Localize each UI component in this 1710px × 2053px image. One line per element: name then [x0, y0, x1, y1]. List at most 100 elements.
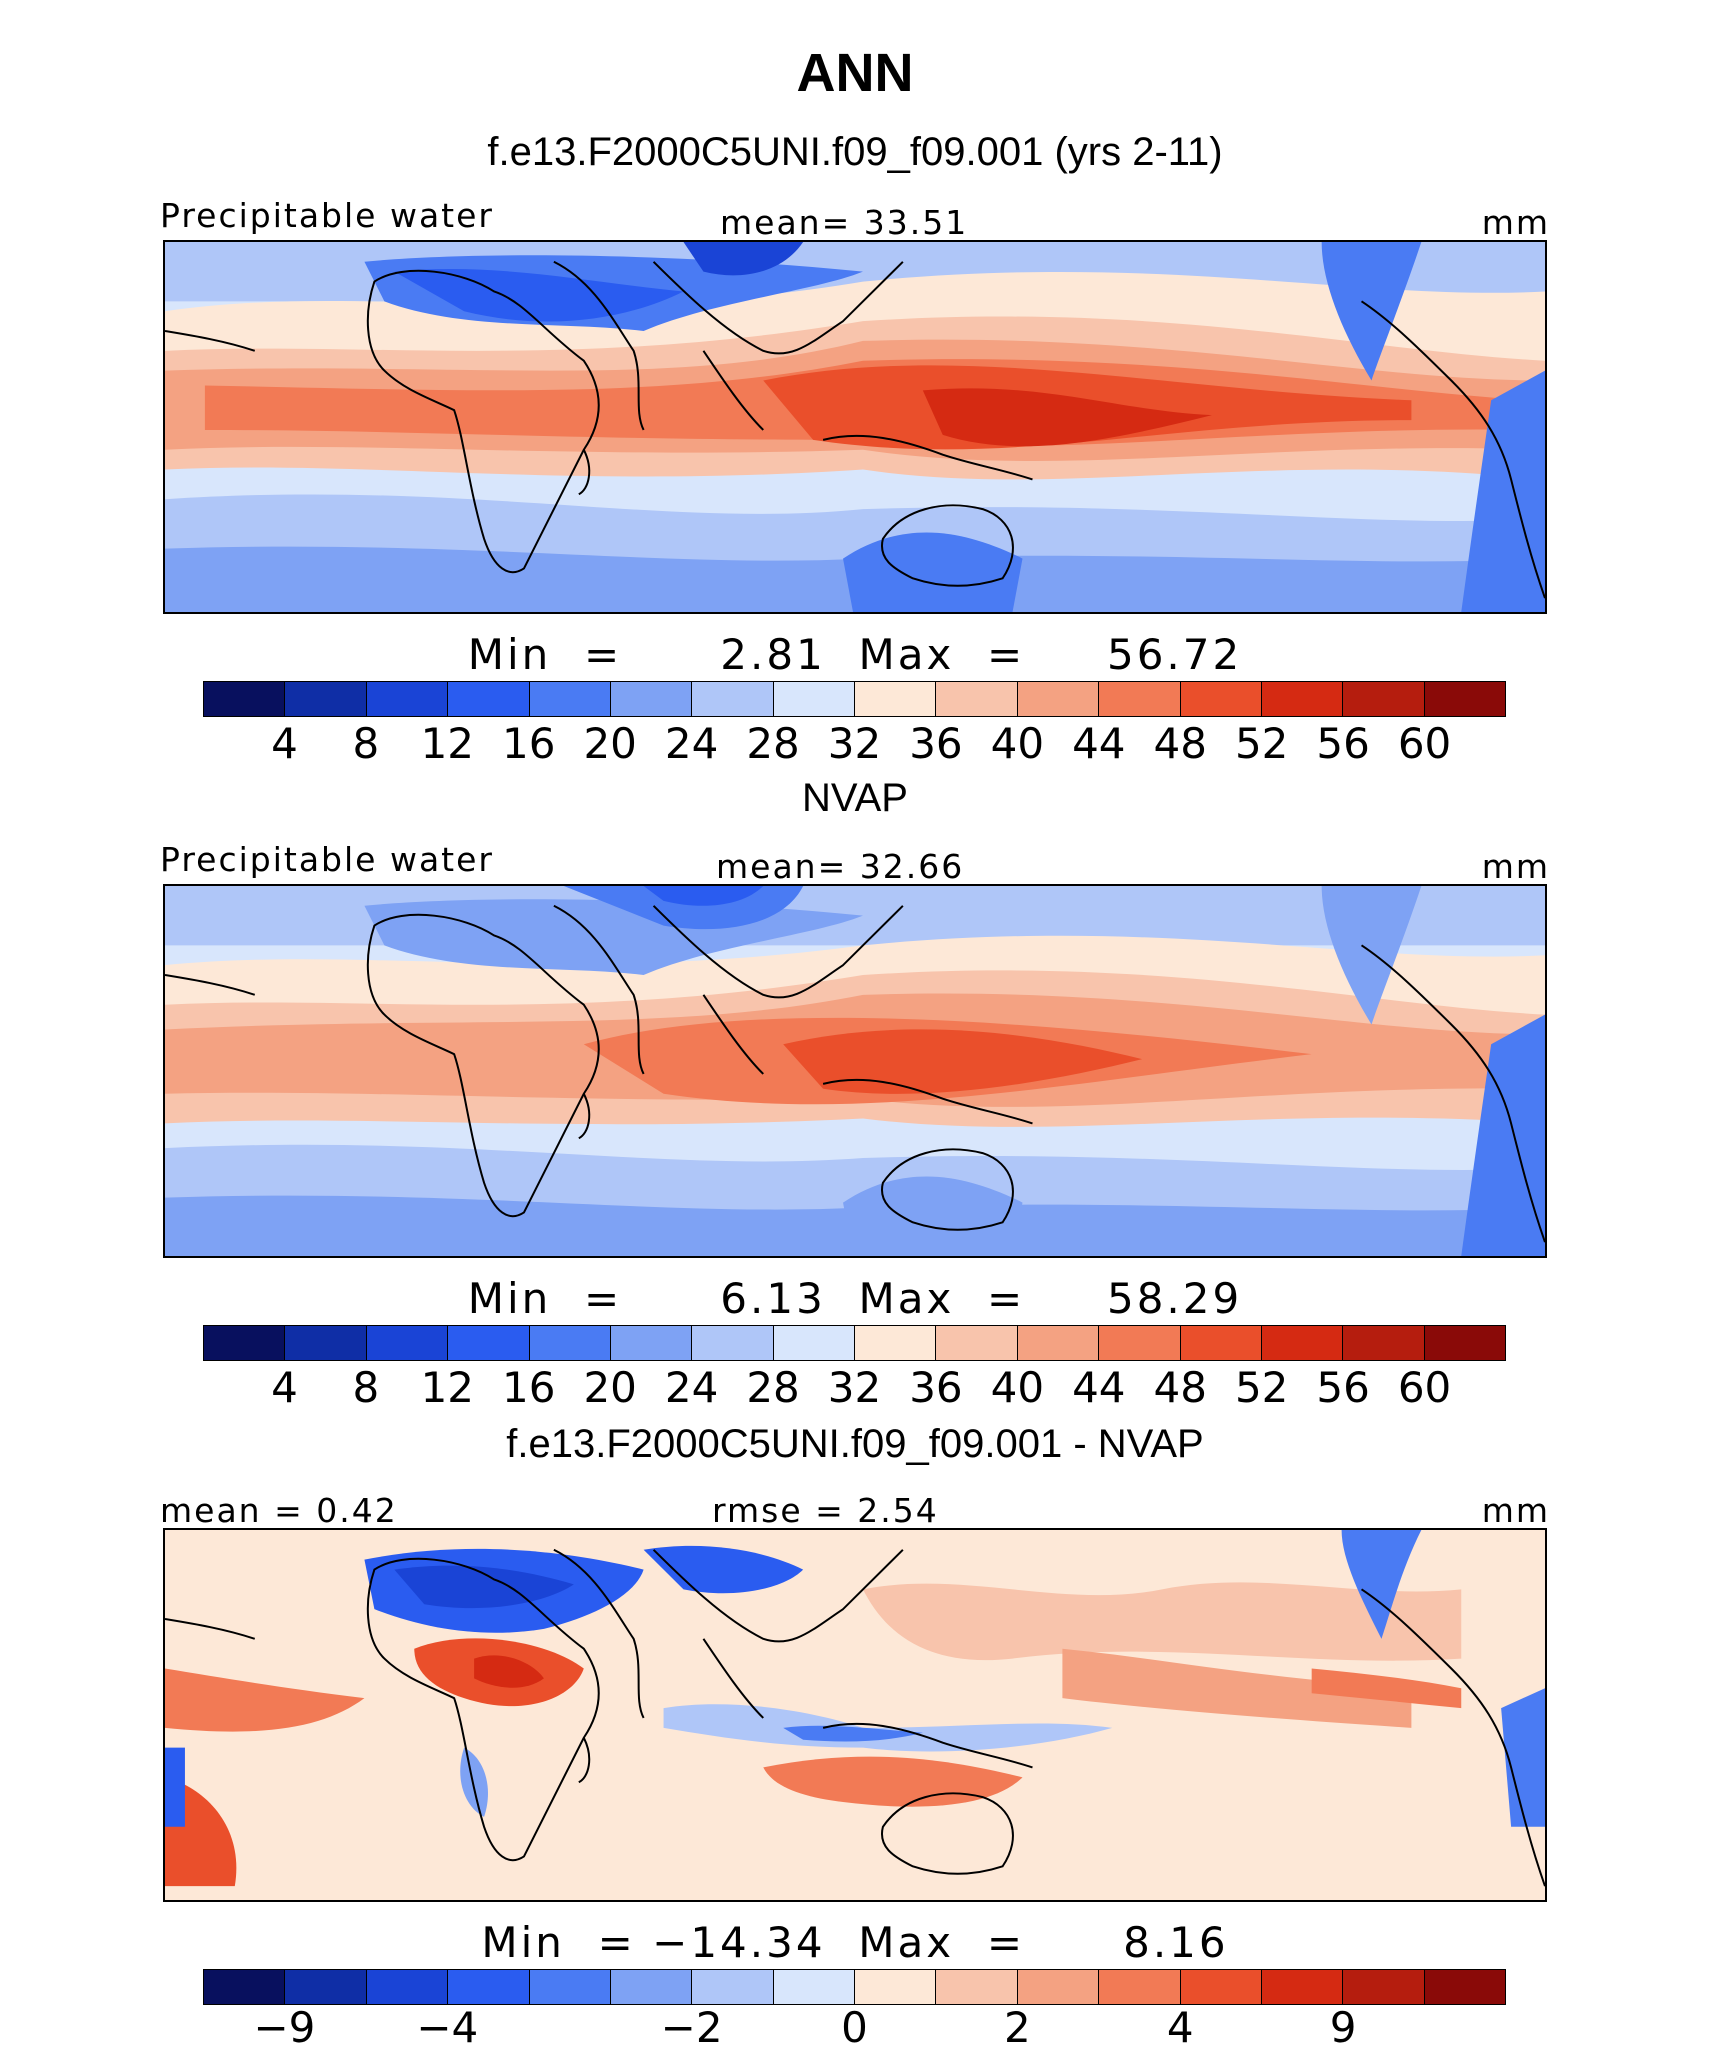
colorbar-tick-label: −9: [253, 2003, 316, 2052]
panel-2-contour-field: [165, 886, 1545, 1256]
colorbar-swatch: [936, 1970, 1018, 2004]
colorbar-tick-label: 56: [1316, 719, 1370, 768]
colorbar-tick-label: 9: [1329, 2003, 1357, 2052]
colorbar-swatch: [1099, 1326, 1181, 1360]
colorbar-tick-label: 40: [990, 719, 1045, 768]
panel-2-minmax: Min = 6.13 Max = 58.29: [0, 1274, 1710, 1323]
colorbar-tick-label: 8: [352, 1363, 380, 1412]
panel-2-title: NVAP: [802, 776, 908, 820]
colorbar-swatch: [936, 1326, 1018, 1360]
colorbar-tick-label: 52: [1234, 1363, 1289, 1412]
colorbar-swatch: [1261, 682, 1344, 716]
panel-3-map: [163, 1528, 1547, 1902]
colorbar-tick-label: 4: [271, 719, 298, 768]
panel-1-map: [163, 240, 1547, 614]
colorbar-swatch: [773, 1326, 855, 1360]
colorbar-swatch: [1343, 1326, 1425, 1360]
colorbar-swatch: [1017, 1326, 1100, 1360]
colorbar-swatch: [204, 682, 286, 716]
colorbar-swatch: [1261, 1970, 1344, 2004]
colorbar-tick-label: 32: [827, 1363, 882, 1412]
colorbar-swatch: [448, 682, 530, 716]
colorbar-swatch: [692, 1326, 774, 1360]
colorbar-swatch: [448, 1326, 530, 1360]
colorbar-tick-label: 44: [1072, 1363, 1126, 1412]
colorbar-swatch: [1099, 1970, 1181, 2004]
colorbar-tick-label: 24: [664, 1363, 719, 1412]
colorbar-swatch: [285, 1970, 367, 2004]
panel-2-variable-label: Precipitable water: [160, 840, 494, 879]
colorbar-swatch: [448, 1970, 530, 2004]
panel-3-contour-field: [165, 1530, 1545, 1900]
panel-3-mean-label: mean = 0.42: [160, 1491, 398, 1530]
colorbar-tick-label: 60: [1397, 719, 1452, 768]
colorbar-tick-label: 4: [271, 1363, 298, 1412]
colorbar-swatch: [855, 682, 937, 716]
panel-1-variable-label: Precipitable water: [160, 196, 494, 235]
colorbar-swatch: [1017, 1970, 1100, 2004]
colorbar-swatch: [204, 1326, 286, 1360]
figure-title: ANN: [796, 43, 914, 103]
colorbar-tick-label: 20: [583, 1363, 637, 1412]
panel-3-minmax: Min = −14.34 Max = 8.16: [0, 1918, 1710, 1967]
colorbar-tick-label: 32: [827, 719, 882, 768]
panel-2-colorbar-ticks: 4 8 12 16 20 24 28 32 36 40 44 48 52 56 60: [203, 1363, 1506, 1413]
colorbar-tick-label: 20: [583, 719, 637, 768]
colorbar-swatch: [1099, 682, 1181, 716]
colorbar-tick-label: 56: [1316, 1363, 1370, 1412]
colorbar-swatch: [1180, 682, 1262, 716]
colorbar-swatch: [285, 1326, 367, 1360]
colorbar-swatch: [285, 682, 367, 716]
colorbar-swatch: [773, 682, 855, 716]
colorbar-tick-label: −2: [660, 2003, 723, 2052]
colorbar-tick-label: −4: [416, 2003, 479, 2052]
colorbar-swatch: [529, 1326, 611, 1360]
colorbar-tick-label: 8: [352, 719, 380, 768]
colorbar-tick-label: 52: [1234, 719, 1289, 768]
panel-2-colorbar: [203, 1325, 1506, 1361]
colorbar-swatch: [855, 1970, 937, 2004]
panel-1-contour-field: [165, 242, 1545, 612]
panel-2-max: Max = 58.29: [858, 1274, 1243, 1323]
colorbar-swatch: [855, 1326, 937, 1360]
panel-2-min: Min = 6.13: [467, 1274, 826, 1323]
colorbar-swatch: [1343, 1970, 1425, 2004]
colorbar-swatch: [1017, 682, 1100, 716]
colorbar-tick-label: 48: [1153, 719, 1207, 768]
panel-1-colorbar: [203, 681, 1506, 717]
colorbar-swatch: [692, 1970, 774, 2004]
colorbar-swatch: [366, 682, 449, 716]
panel-3-rmse-label: rmse = 2.54: [712, 1491, 939, 1530]
panel-2-map: [163, 884, 1547, 1258]
panel-1-min: Min = 2.81: [467, 630, 826, 679]
colorbar-tick-label: 40: [990, 1363, 1045, 1412]
colorbar-tick-label: 48: [1153, 1363, 1207, 1412]
panel-3-min: Min = −14.34: [481, 1918, 826, 1967]
colorbar-tick-label: 36: [909, 1363, 963, 1412]
colorbar-tick-label: 0: [841, 2003, 868, 2052]
colorbar-swatch: [366, 1326, 449, 1360]
colorbar-swatch: [692, 682, 774, 716]
colorbar-swatch: [1180, 1326, 1262, 1360]
colorbar-swatch: [936, 682, 1018, 716]
panel-3-colorbar: [203, 1969, 1506, 2005]
colorbar-tick-label: 24: [664, 719, 719, 768]
panel-1-max: Max = 56.72: [858, 630, 1243, 679]
colorbar-tick-label: 4: [1166, 2003, 1194, 2052]
panel-3-title: f.e13.F2000C5UNI.f09_f09.001 - NVAP: [506, 1422, 1204, 1466]
colorbar-swatch: [204, 1970, 286, 2004]
panel-3-units-label: mm: [1481, 1491, 1550, 1530]
colorbar-swatch: [1424, 1326, 1505, 1360]
colorbar-swatch: [1180, 1970, 1262, 2004]
colorbar-swatch: [610, 1970, 693, 2004]
colorbar-swatch: [1424, 1970, 1505, 2004]
colorbar-swatch: [366, 1970, 449, 2004]
colorbar-tick-label: 2: [1004, 2003, 1031, 2052]
colorbar-swatch: [529, 1970, 611, 2004]
colorbar-tick-label: 36: [909, 719, 963, 768]
panel-2-mean-label: mean= 32.66: [716, 847, 965, 886]
panel-1-title: f.e13.F2000C5UNI.f09_f09.001 (yrs 2-11): [487, 130, 1223, 174]
colorbar-tick-label: 28: [746, 1363, 800, 1412]
panel-1-minmax: Min = 2.81 Max = 56.72: [0, 630, 1710, 679]
panel-1-mean-label: mean= 33.51: [720, 203, 969, 242]
